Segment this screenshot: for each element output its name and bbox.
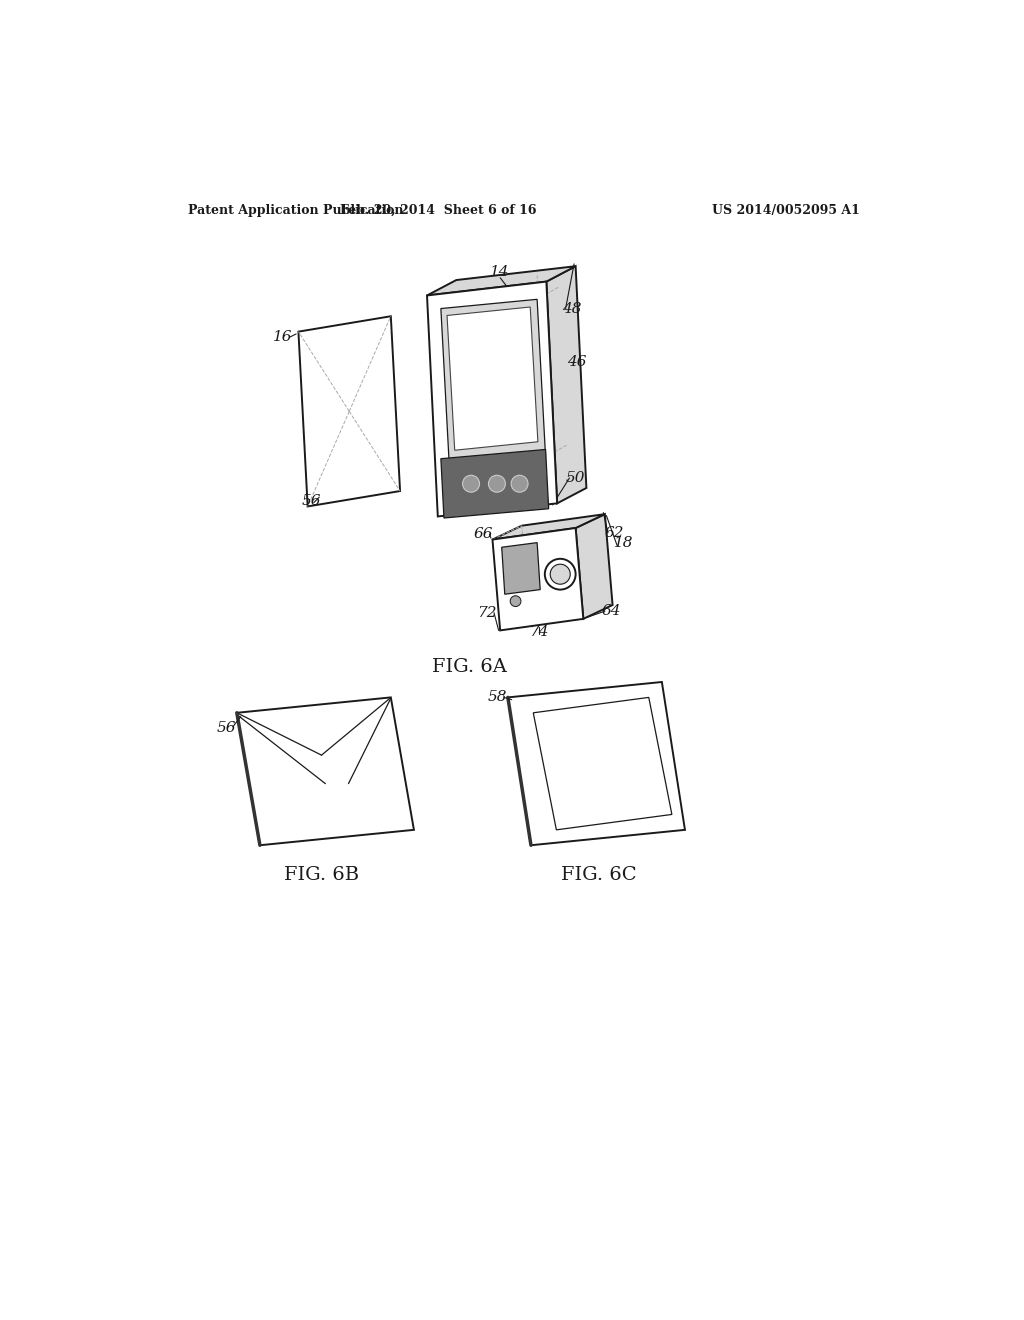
Circle shape bbox=[463, 475, 479, 492]
Polygon shape bbox=[441, 300, 546, 466]
Polygon shape bbox=[427, 281, 557, 516]
Text: 58: 58 bbox=[487, 690, 507, 705]
Polygon shape bbox=[493, 515, 605, 540]
Text: 56: 56 bbox=[216, 721, 236, 735]
Circle shape bbox=[550, 564, 570, 585]
Circle shape bbox=[510, 595, 521, 607]
Text: 74: 74 bbox=[529, 624, 549, 639]
Polygon shape bbox=[575, 515, 612, 619]
Polygon shape bbox=[493, 528, 584, 631]
Polygon shape bbox=[441, 449, 549, 517]
Text: 16: 16 bbox=[273, 330, 293, 345]
Polygon shape bbox=[447, 308, 538, 450]
Text: 46: 46 bbox=[567, 355, 587, 370]
Text: 14: 14 bbox=[490, 265, 510, 280]
Polygon shape bbox=[508, 682, 685, 845]
Polygon shape bbox=[534, 697, 672, 830]
Circle shape bbox=[511, 475, 528, 492]
Text: 48: 48 bbox=[562, 301, 582, 315]
Text: 66: 66 bbox=[473, 527, 493, 541]
Text: Feb. 20, 2014  Sheet 6 of 16: Feb. 20, 2014 Sheet 6 of 16 bbox=[340, 205, 537, 218]
Polygon shape bbox=[502, 543, 541, 594]
Text: 50: 50 bbox=[566, 471, 586, 484]
Text: 18: 18 bbox=[613, 536, 633, 550]
Polygon shape bbox=[547, 267, 587, 503]
Polygon shape bbox=[298, 317, 400, 507]
Circle shape bbox=[545, 558, 575, 590]
Text: 72: 72 bbox=[477, 606, 497, 619]
Text: 62: 62 bbox=[604, 525, 624, 540]
Polygon shape bbox=[427, 267, 575, 296]
Text: US 2014/0052095 A1: US 2014/0052095 A1 bbox=[712, 205, 860, 218]
Text: 64: 64 bbox=[601, 605, 621, 618]
Text: 56: 56 bbox=[302, 494, 322, 508]
Text: FIG. 6B: FIG. 6B bbox=[284, 866, 359, 883]
Text: FIG. 6A: FIG. 6A bbox=[432, 657, 507, 676]
Text: FIG. 6C: FIG. 6C bbox=[561, 866, 637, 883]
Polygon shape bbox=[237, 697, 414, 845]
Text: Patent Application Publication: Patent Application Publication bbox=[188, 205, 403, 218]
Circle shape bbox=[488, 475, 506, 492]
